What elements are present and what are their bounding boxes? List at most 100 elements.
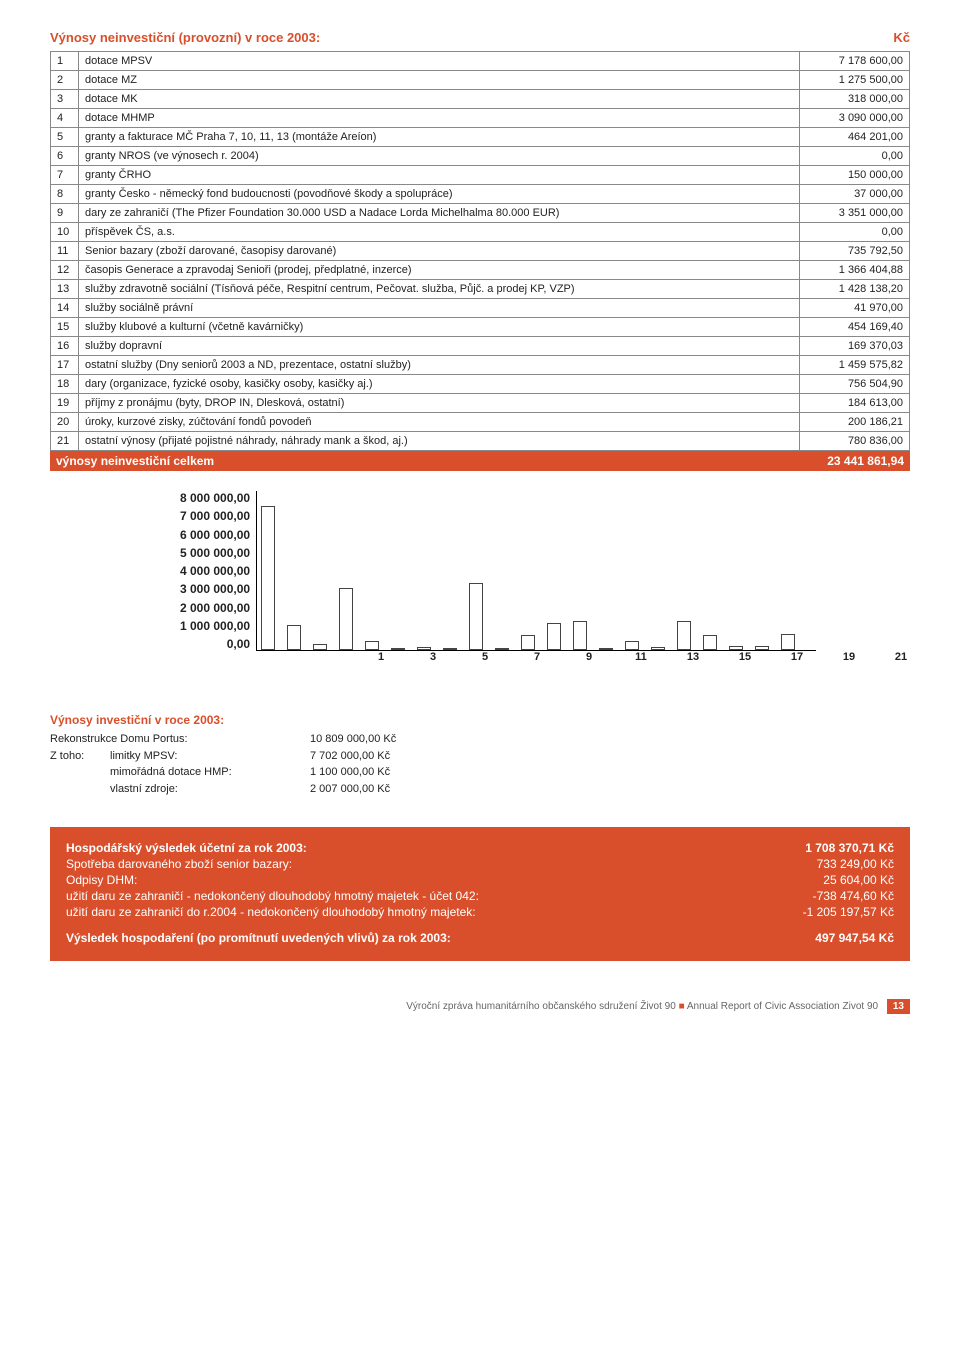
row-num: 1	[51, 52, 79, 71]
footer-left: Výroční zpráva humanitárního občanského …	[406, 1001, 676, 1012]
bar	[573, 621, 587, 650]
final-label: Výsledek hospodaření (po promítnutí uved…	[66, 931, 451, 945]
bar	[651, 647, 665, 650]
table-row: 14 služby sociálně právní 41 970,00	[51, 299, 910, 318]
table-row: 10 příspěvek ČS, a.s. 0,00	[51, 223, 910, 242]
table-row: 19 příjmy z pronájmu (byty, DROP IN, Dle…	[51, 394, 910, 413]
row-desc: dotace MK	[79, 90, 800, 109]
row-num: 5	[51, 128, 79, 147]
row-desc: příspěvek ČS, a.s.	[79, 223, 800, 242]
obox-label: užití daru ze zahraničí do r.2004 - nedo…	[66, 905, 476, 919]
row-desc: dary (organizace, fyzické osoby, kasičky…	[79, 375, 800, 394]
row-desc: služby dopravní	[79, 337, 800, 356]
final-value: 497 947,54 Kč	[815, 931, 894, 945]
table-row: 15 služby klubové a kulturní (včetně kav…	[51, 318, 910, 337]
row-num: 7	[51, 166, 79, 185]
obox-row: Spotřeba darovaného zboží senior bazary:…	[66, 857, 894, 871]
row-num: 14	[51, 299, 79, 318]
row-val: 7 178 600,00	[800, 52, 910, 71]
table-row: 13 služby zdravotně sociální (Tísňová pé…	[51, 280, 910, 299]
row-val: 3 351 000,00	[800, 204, 910, 223]
table-row: 5 granty a fakturace MČ Praha 7, 10, 11,…	[51, 128, 910, 147]
row-num: 8	[51, 185, 79, 204]
ztoho-val: 7 702 000,00 Kč	[310, 748, 390, 765]
row-num: 11	[51, 242, 79, 261]
ztoho-val: 1 100 000,00 Kč	[310, 764, 390, 781]
row-val: 1 275 500,00	[800, 71, 910, 90]
row-desc: ostatní výnosy (přijaté pojistné náhrady…	[79, 432, 800, 451]
chart-bars	[256, 491, 816, 651]
obox-value: 1 708 370,71 Kč	[805, 841, 894, 855]
bar	[261, 506, 275, 650]
table-row: 16 služby dopravní 169 370,03	[51, 337, 910, 356]
ztoho-val: 2 007 000,00 Kč	[310, 781, 390, 798]
hospodarsky-vysledek-box: Hospodářský výsledek účetní za rok 2003:…	[50, 827, 910, 961]
ztoho-prefix	[50, 764, 110, 781]
row-num: 20	[51, 413, 79, 432]
table-row: 12 časopis Generace a zpravodaj Senioři …	[51, 261, 910, 280]
bar	[495, 648, 509, 650]
chart-xlabels: 13579111315171921	[370, 651, 910, 663]
row-val: 1 459 575,82	[800, 356, 910, 375]
page-footer: Výroční zpráva humanitárního občanského …	[50, 1001, 910, 1032]
row-val: 150 000,00	[800, 166, 910, 185]
row-desc: granty ČRHO	[79, 166, 800, 185]
row-val: 1 428 138,20	[800, 280, 910, 299]
row-val: 0,00	[800, 147, 910, 166]
obox-row: užití daru ze zahraničí - nedokončený dl…	[66, 889, 894, 903]
table-row: 3 dotace MK 318 000,00	[51, 90, 910, 109]
row-desc: dotace MZ	[79, 71, 800, 90]
row-num: 12	[51, 261, 79, 280]
row-desc: dotace MHMP	[79, 109, 800, 128]
bar	[391, 648, 405, 650]
table1: 1 dotace MPSV 7 178 600,002 dotace MZ 1 …	[50, 51, 910, 451]
table-row: 17 ostatní služby (Dny seniorů 2003 a ND…	[51, 356, 910, 375]
row-num: 6	[51, 147, 79, 166]
row-desc: Senior bazary (zboží darované, časopisy …	[79, 242, 800, 261]
row-desc: časopis Generace a zpravodaj Senioři (pr…	[79, 261, 800, 280]
bar	[469, 583, 483, 650]
ztoho-key: mimořádná dotace HMP:	[110, 764, 310, 781]
row-val: 756 504,90	[800, 375, 910, 394]
bar	[729, 646, 743, 650]
row-num: 4	[51, 109, 79, 128]
row-num: 16	[51, 337, 79, 356]
chart-ylabels: 8 000 000,007 000 000,006 000 000,005 00…	[180, 491, 250, 651]
row-val: 37 000,00	[800, 185, 910, 204]
row-desc: příjmy z pronájmu (byty, DROP IN, Dlesko…	[79, 394, 800, 413]
ztoho-row: vlastní zdroje: 2 007 000,00 Kč	[50, 781, 910, 798]
row-desc: služby sociálně právní	[79, 299, 800, 318]
obox-row: Hospodářský výsledek účetní za rok 2003:…	[66, 841, 894, 855]
row-val: 200 186,21	[800, 413, 910, 432]
table-row: 8 granty Česko - německý fond budoucnost…	[51, 185, 910, 204]
table1-title-left: Výnosy neinvestiční (provozní) v roce 20…	[50, 30, 320, 45]
bar-chart: 8 000 000,007 000 000,006 000 000,005 00…	[180, 491, 910, 663]
row-desc: ostatní služby (Dny seniorů 2003 a ND, p…	[79, 356, 800, 375]
bar	[287, 625, 301, 651]
table1-title-right: Kč	[893, 30, 910, 45]
table-row: 20 úroky, kurzové zisky, zúčtování fondů…	[51, 413, 910, 432]
row-val: 1 366 404,88	[800, 261, 910, 280]
table-row: 7 granty ČRHO 150 000,00	[51, 166, 910, 185]
section2-title: Výnosy investiční v roce 2003:	[50, 713, 910, 727]
bar	[365, 641, 379, 650]
bar	[781, 634, 795, 650]
footer-right: Annual Report of Civic Association Zivot…	[687, 1001, 878, 1012]
obox-value: 25 604,00 Kč	[823, 873, 894, 887]
table-row: 1 dotace MPSV 7 178 600,00	[51, 52, 910, 71]
row-desc: dary ze zahraničí (The Pfizer Foundation…	[79, 204, 800, 223]
table-row: 11 Senior bazary (zboží darované, časopi…	[51, 242, 910, 261]
row-num: 17	[51, 356, 79, 375]
ztoho-row: Z toho: limitky MPSV: 7 702 000,00 Kč	[50, 748, 910, 765]
obox-label: Hospodářský výsledek účetní za rok 2003:	[66, 841, 307, 855]
row-val: 464 201,00	[800, 128, 910, 147]
obox-label: Spotřeba darovaného zboží senior bazary:	[66, 857, 292, 871]
table1-title: Výnosy neinvestiční (provozní) v roce 20…	[50, 30, 910, 45]
row-val: 735 792,50	[800, 242, 910, 261]
bar	[625, 641, 639, 650]
row-num: 18	[51, 375, 79, 394]
row-desc: granty Česko - německý fond budoucnosti …	[79, 185, 800, 204]
row-val: 41 970,00	[800, 299, 910, 318]
obox-row: Odpisy DHM:25 604,00 Kč	[66, 873, 894, 887]
section-investicni: Výnosy investiční v roce 2003: Rekonstru…	[50, 713, 910, 797]
